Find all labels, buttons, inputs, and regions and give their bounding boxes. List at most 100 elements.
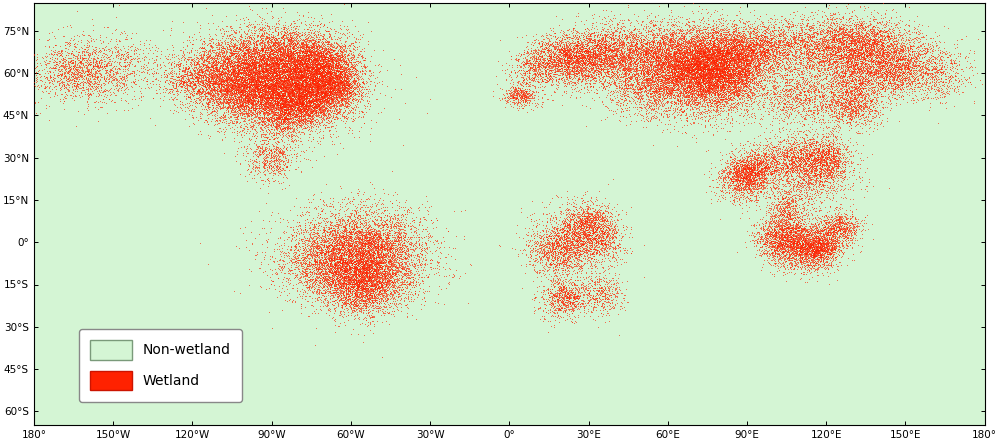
Point — [324, 88, 340, 95]
Point — [867, 41, 883, 48]
Point — [324, 81, 340, 88]
Point — [811, 244, 827, 251]
Point — [306, 99, 322, 106]
Point — [333, 97, 349, 105]
Point — [792, 239, 808, 246]
Point — [303, 99, 319, 106]
Point — [721, 169, 737, 176]
Point — [325, 288, 341, 295]
Point — [338, 301, 354, 308]
Point — [835, 109, 851, 116]
Point — [670, 45, 686, 52]
Point — [696, 40, 712, 47]
Point — [302, 268, 318, 275]
Point — [352, 259, 368, 266]
Point — [572, 47, 588, 54]
Point — [727, 71, 743, 78]
Point — [633, 70, 649, 78]
Point — [750, 171, 766, 179]
Point — [221, 78, 237, 85]
Point — [607, 244, 623, 251]
Point — [821, 151, 837, 158]
Point — [859, 48, 875, 55]
Point — [687, 37, 703, 44]
Point — [853, 66, 869, 73]
Point — [329, 66, 345, 73]
Point — [299, 48, 315, 55]
Point — [232, 70, 248, 77]
Point — [641, 70, 657, 77]
Point — [341, 282, 357, 289]
Point — [42, 73, 58, 80]
Point — [553, 289, 569, 296]
Point — [865, 68, 881, 75]
Point — [680, 45, 696, 52]
Point — [297, 44, 313, 51]
Point — [636, 66, 652, 73]
Point — [781, 224, 797, 231]
Point — [90, 62, 106, 70]
Point — [855, 47, 871, 54]
Point — [322, 91, 338, 98]
Point — [689, 88, 705, 95]
Point — [289, 82, 305, 89]
Point — [716, 167, 732, 174]
Point — [364, 317, 380, 324]
Point — [296, 204, 312, 211]
Point — [29, 53, 45, 60]
Point — [758, 47, 774, 54]
Point — [218, 99, 234, 106]
Point — [672, 46, 688, 53]
Point — [788, 103, 804, 110]
Point — [267, 86, 283, 93]
Point — [311, 94, 327, 101]
Point — [263, 65, 279, 72]
Point — [876, 63, 892, 70]
Point — [430, 268, 446, 276]
Point — [602, 64, 618, 71]
Point — [775, 143, 791, 150]
Point — [804, 21, 820, 28]
Point — [615, 67, 631, 74]
Point — [851, 92, 867, 99]
Point — [841, 73, 857, 80]
Point — [202, 83, 218, 90]
Point — [836, 105, 852, 113]
Point — [770, 239, 786, 246]
Point — [266, 82, 282, 89]
Point — [722, 86, 738, 93]
Point — [340, 205, 356, 212]
Point — [572, 266, 588, 273]
Point — [298, 82, 314, 89]
Point — [748, 36, 764, 43]
Point — [275, 87, 291, 94]
Point — [802, 152, 818, 159]
Point — [214, 75, 230, 82]
Point — [584, 250, 600, 257]
Point — [701, 66, 717, 74]
Point — [745, 60, 761, 67]
Point — [916, 80, 932, 87]
Point — [855, 54, 871, 61]
Point — [742, 169, 758, 176]
Point — [753, 169, 769, 176]
Point — [310, 109, 326, 117]
Point — [327, 245, 343, 252]
Point — [759, 235, 775, 242]
Point — [308, 109, 324, 116]
Point — [251, 58, 267, 66]
Point — [572, 235, 588, 242]
Point — [533, 246, 549, 253]
Point — [809, 223, 825, 230]
Point — [317, 46, 333, 53]
Point — [278, 35, 294, 42]
Point — [758, 163, 774, 170]
Point — [279, 67, 295, 74]
Point — [711, 54, 727, 62]
Point — [322, 94, 338, 101]
Point — [663, 62, 679, 70]
Point — [270, 82, 286, 89]
Point — [299, 88, 315, 95]
Point — [109, 78, 125, 85]
Point — [848, 40, 864, 47]
